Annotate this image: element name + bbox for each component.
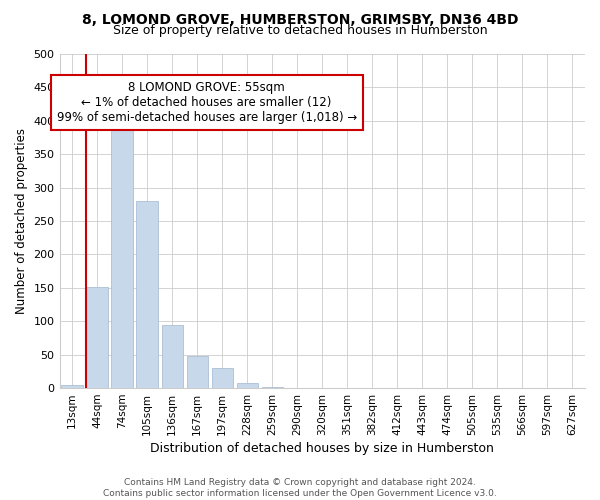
Y-axis label: Number of detached properties: Number of detached properties: [15, 128, 28, 314]
X-axis label: Distribution of detached houses by size in Humberston: Distribution of detached houses by size …: [151, 442, 494, 455]
Bar: [86, 286, 108, 388]
Text: 8, LOMOND GROVE, HUMBERSTON, GRIMSBY, DN36 4BD: 8, LOMOND GROVE, HUMBERSTON, GRIMSBY, DN…: [82, 12, 518, 26]
Text: 8 LOMOND GROVE: 55sqm
← 1% of detached houses are smaller (12)
99% of semi-detac: 8 LOMOND GROVE: 55sqm ← 1% of detached h…: [56, 80, 357, 124]
Bar: [236, 382, 258, 388]
Bar: [112, 108, 133, 388]
Bar: [136, 201, 158, 388]
Bar: [187, 356, 208, 388]
Text: Contains HM Land Registry data © Crown copyright and database right 2024.
Contai: Contains HM Land Registry data © Crown c…: [103, 478, 497, 498]
Bar: [161, 324, 183, 388]
Text: Size of property relative to detached houses in Humberston: Size of property relative to detached ho…: [113, 24, 487, 37]
Bar: [61, 384, 83, 388]
Bar: [262, 386, 283, 388]
Bar: [212, 368, 233, 388]
